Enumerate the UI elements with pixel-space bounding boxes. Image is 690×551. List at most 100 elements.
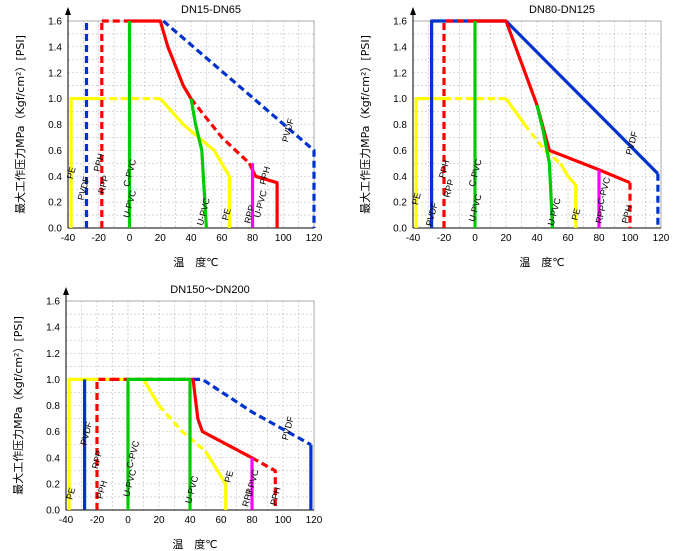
y-tick-label: 0.4: [393, 172, 407, 183]
series-line: [442, 19, 475, 228]
series-label: PVDF: [76, 175, 92, 201]
x-tick-label: 40: [184, 515, 196, 526]
x-tick-label: -20: [92, 233, 107, 244]
x-axis-label: 温 度℃: [172, 537, 217, 551]
y-tick-label: 1.2: [46, 349, 60, 360]
series-pe: [69, 96, 231, 228]
series-label: RPP: [242, 204, 256, 224]
series-u-pvc: [126, 377, 192, 510]
series-label: PVDF: [424, 201, 440, 227]
series-rpp: [442, 19, 475, 228]
series-label: U-PVC: [121, 468, 138, 498]
x-tick-label: 0: [125, 515, 131, 526]
series-line: [251, 456, 277, 510]
x-tick-label: 120: [653, 233, 670, 244]
y-tick-label: 0.4: [46, 453, 60, 464]
y-axis-arrow-icon: [65, 7, 71, 15]
series-label: U-PVC: [467, 193, 484, 223]
series-line: [204, 450, 228, 510]
chart-panel-dn15-dn65: DN15-DN65 温 度℃ 最大工作压力MPa（Kgf/cm²）[PSI] -…: [13, 4, 323, 269]
series-label: PE: [65, 166, 78, 180]
y-tick-label: 0.2: [48, 198, 62, 209]
y-axis-arrow-icon: [410, 7, 416, 15]
x-tick-label: 120: [306, 515, 323, 526]
x-tick-label: 20: [500, 233, 512, 244]
series-label: PE: [64, 486, 77, 500]
y-tick-label: 1.4: [393, 42, 407, 53]
chart-panel-dn150-dn200: DN150～DN200 温 度℃ 最大工作压力MPa（Kgf/cm²）[PSI]…: [11, 284, 323, 551]
x-tick-label: 60: [215, 515, 227, 526]
chart-title: DN15-DN65: [181, 4, 241, 16]
chart-panel-dn80-dn125: DN80-DN125 温 度℃ 最大工作压力MPa（Kgf/cm²）[PSI] …: [358, 4, 670, 269]
x-tick-label: 100: [275, 515, 292, 526]
x-axis-label: 温 度℃: [173, 255, 218, 269]
series-label: U-PVC: [546, 196, 563, 226]
x-tick-label: 0: [127, 233, 133, 244]
series-line: [67, 377, 161, 510]
x-axis-label: 温 度℃: [519, 255, 564, 269]
series-line: [159, 97, 231, 228]
y-tick-label: 1.4: [46, 323, 60, 334]
series-label: PVDF: [280, 117, 296, 143]
series-line: [535, 104, 555, 229]
x-tick-label: 40: [185, 233, 197, 244]
series-line: [162, 19, 316, 228]
series-label: PE: [570, 207, 583, 221]
series-label: U-PVC: [252, 189, 269, 219]
x-tick-label: 20: [155, 233, 167, 244]
y-tick-label: 0.2: [46, 479, 60, 490]
y-tick-label: 0.0: [46, 506, 60, 517]
series-line: [126, 377, 192, 510]
series-label: RPP: [96, 174, 110, 194]
x-tick-label: -20: [90, 515, 105, 526]
y-tick-label: 0.8: [48, 120, 62, 131]
x-tick-label: 80: [247, 233, 259, 244]
series-label: RPP: [90, 449, 104, 469]
x-tick-label: 100: [275, 233, 292, 244]
series-line: [504, 97, 526, 126]
x-tick-label: 0: [472, 233, 478, 244]
series-label: U-PVC: [183, 474, 200, 504]
y-tick-label: 1.6: [46, 297, 60, 308]
y-axis-arrow-icon: [63, 287, 69, 295]
chart-title: DN150～DN200: [170, 284, 249, 296]
series-label: PE: [223, 469, 236, 483]
series-label: PPH: [620, 204, 634, 224]
series-label: C-PVC: [121, 158, 138, 188]
x-tick-label: -20: [437, 233, 452, 244]
y-tick-label: 0.2: [393, 198, 407, 209]
x-tick-label: -40: [61, 233, 76, 244]
series-label: U-PVC: [121, 189, 138, 219]
y-tick-label: 1.6: [48, 17, 62, 28]
series-line: [189, 97, 251, 165]
series-line: [558, 162, 578, 228]
y-tick-label: 0.6: [393, 146, 407, 157]
y-tick-label: 1.0: [48, 94, 62, 105]
series-label: PPH: [258, 165, 272, 185]
series-label: U-PVC: [195, 196, 212, 226]
series-label: PPH: [92, 152, 106, 172]
y-tick-label: 0.0: [48, 224, 62, 235]
series-line: [191, 379, 253, 460]
y-tick-label: 1.0: [393, 94, 407, 105]
chart-title: DN80-DN125: [529, 4, 595, 16]
series-label: RPP: [240, 487, 254, 507]
x-tick-label: 100: [622, 233, 639, 244]
series-pvdf: [82, 377, 313, 510]
series-label: C-PVC: [467, 158, 484, 188]
series-label: PPH: [95, 479, 109, 499]
series-pvdf: [84, 19, 316, 228]
series-u-pvc: [473, 21, 555, 229]
y-tick-label: 0.4: [48, 172, 62, 183]
series-line: [414, 96, 444, 228]
x-tick-label: 40: [531, 233, 543, 244]
x-tick-label: -40: [406, 233, 421, 244]
y-axis-label: 最大工作压力MPa（Kgf/cm²）[PSI]: [358, 35, 372, 214]
series-label: RPP: [442, 178, 456, 198]
y-tick-label: 0.8: [393, 120, 407, 131]
y-tick-label: 0.8: [46, 401, 60, 412]
y-tick-label: 0.6: [48, 146, 62, 157]
series-line: [189, 98, 208, 229]
x-tick-label: 120: [306, 233, 323, 244]
